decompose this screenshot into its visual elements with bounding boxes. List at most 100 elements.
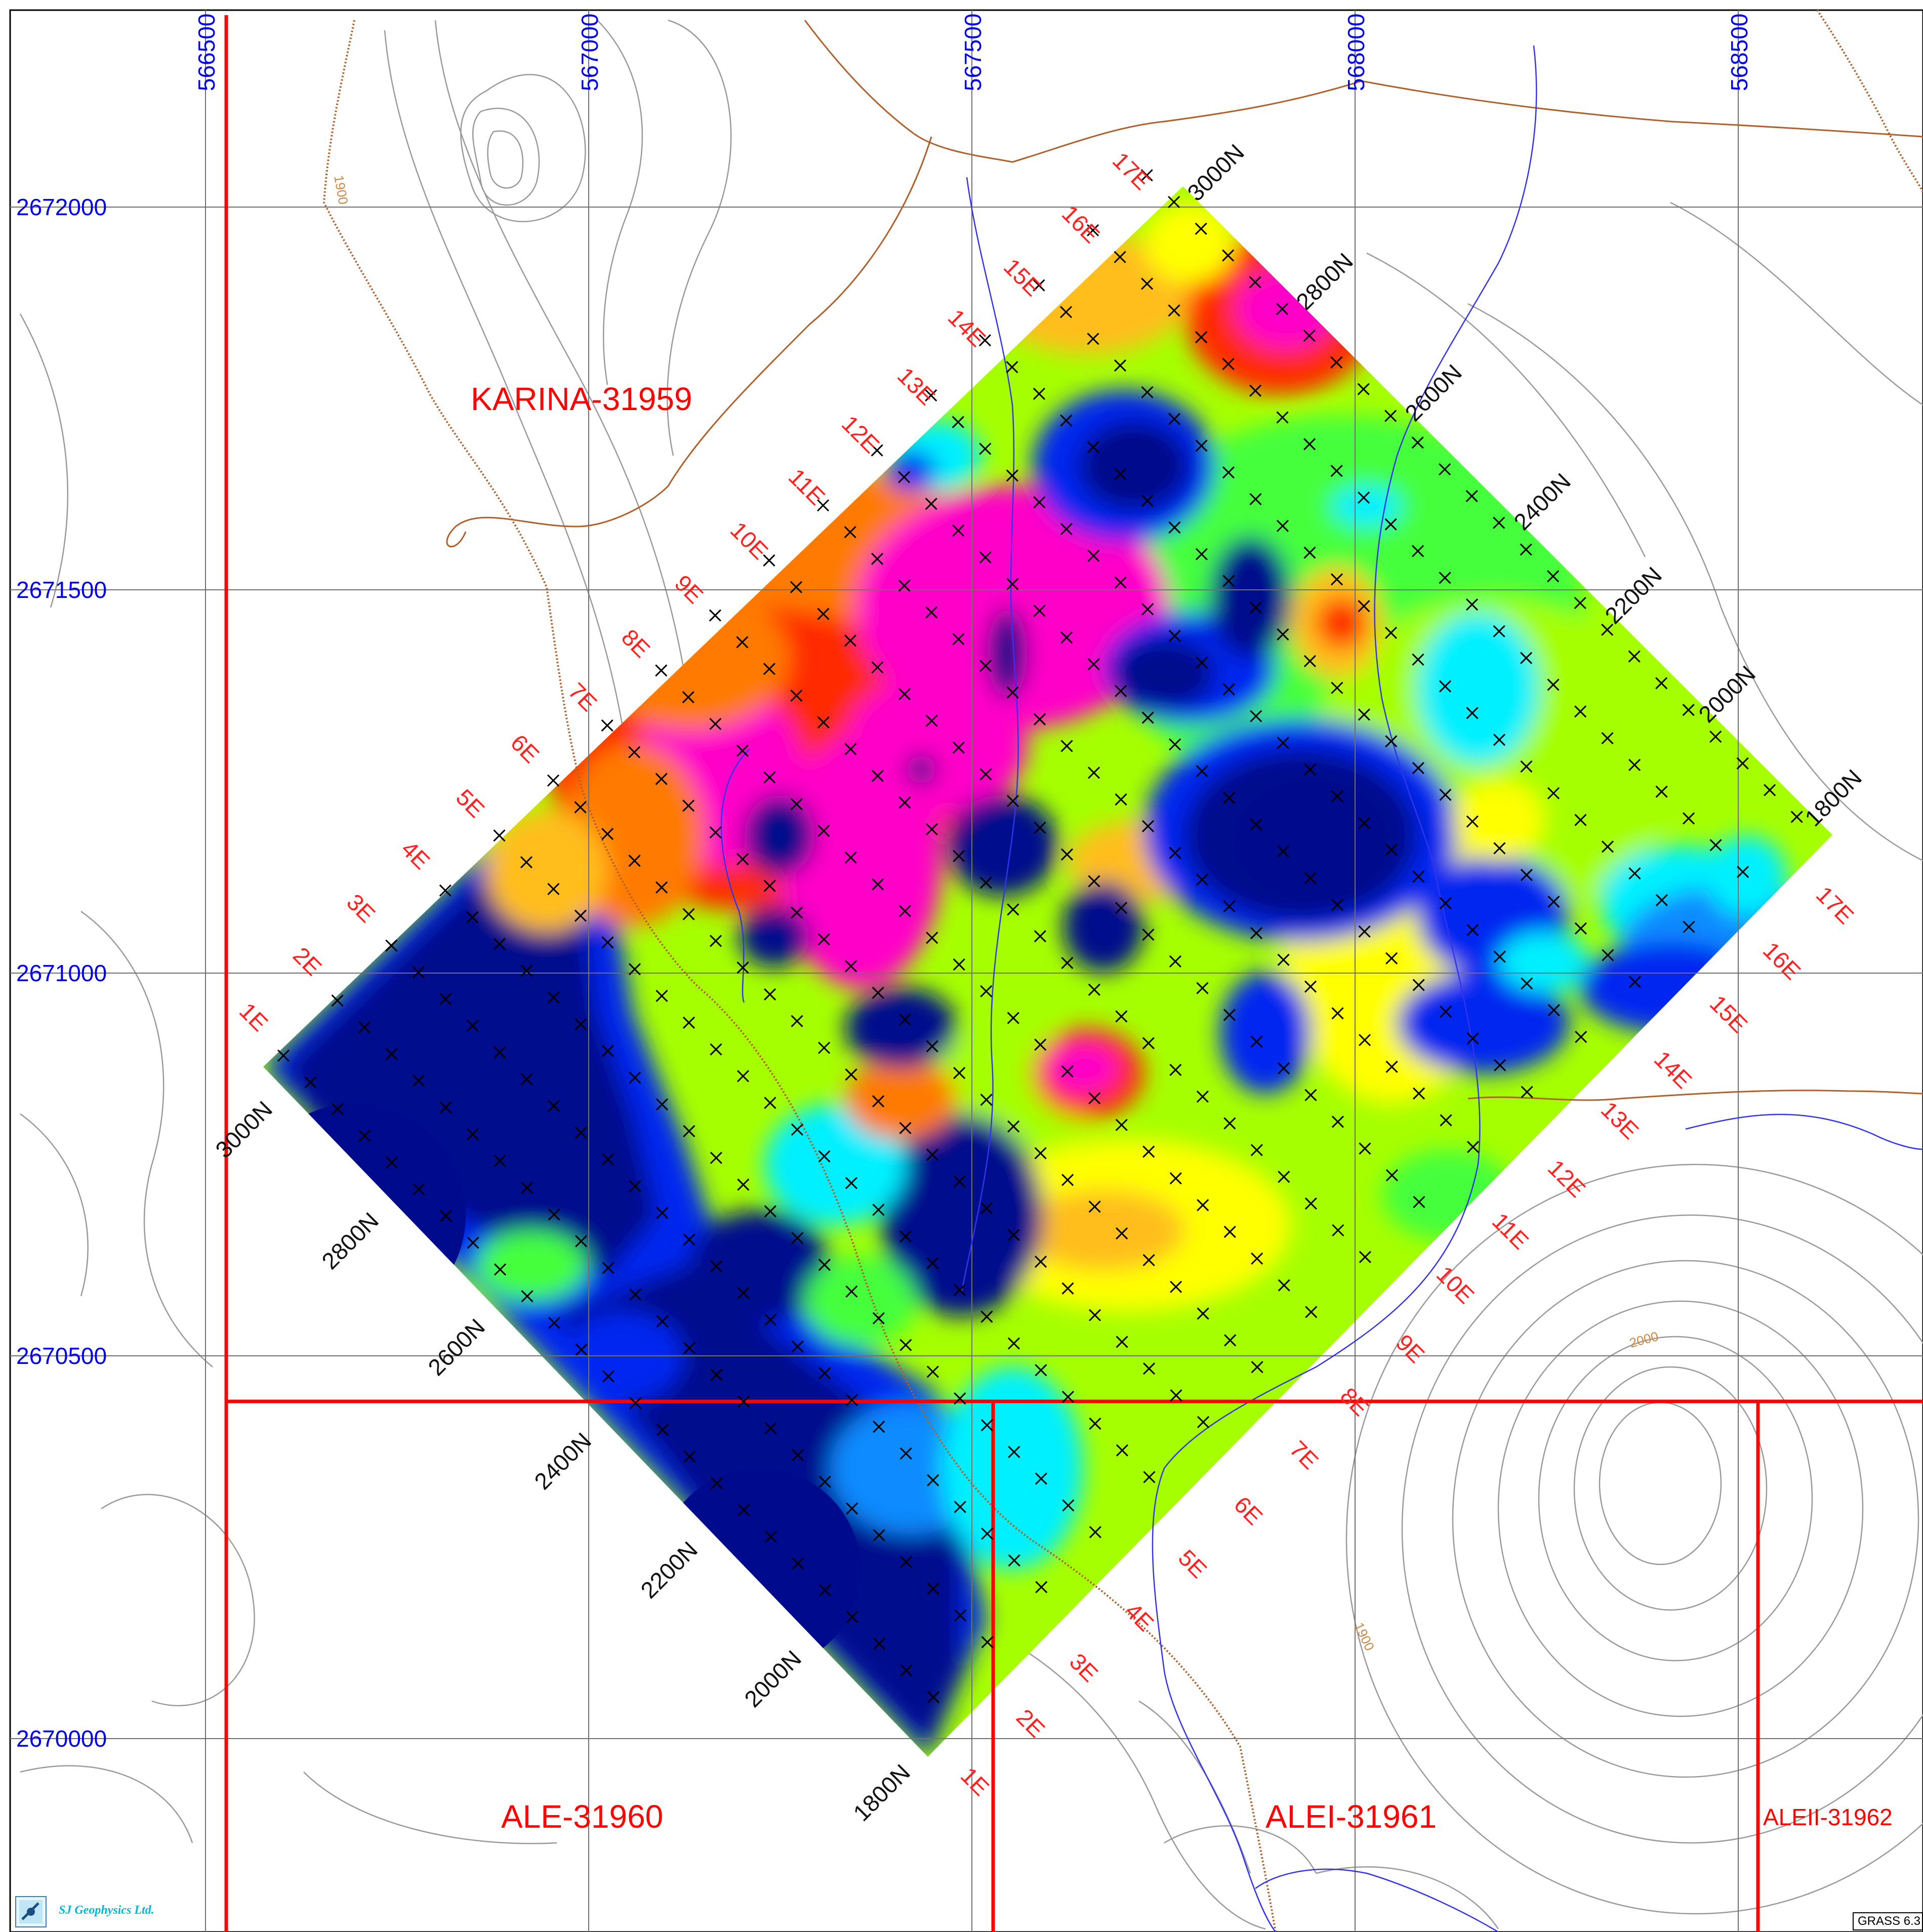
station-marker bbox=[439, 993, 452, 1005]
station-marker bbox=[1141, 494, 1154, 507]
line-label: 2E bbox=[1011, 1704, 1050, 1743]
station-marker bbox=[1628, 867, 1641, 880]
station-marker bbox=[1709, 730, 1722, 743]
station-marker bbox=[1114, 576, 1127, 589]
station-marker bbox=[980, 1310, 993, 1323]
station-marker bbox=[656, 1315, 669, 1327]
station-marker bbox=[1385, 1060, 1398, 1073]
station-marker bbox=[979, 659, 992, 672]
station-marker bbox=[1303, 438, 1316, 451]
station-marker bbox=[764, 1531, 778, 1543]
station-marker bbox=[548, 1316, 561, 1330]
station-label: 3000N bbox=[1182, 139, 1249, 206]
station-marker bbox=[385, 1156, 398, 1169]
station-marker bbox=[1304, 872, 1317, 884]
station-marker bbox=[979, 551, 992, 564]
line-label: 1E bbox=[234, 997, 273, 1036]
station-marker bbox=[1764, 784, 1776, 796]
station-marker bbox=[844, 851, 857, 864]
station-marker bbox=[1251, 1361, 1263, 1374]
line-label: 9E bbox=[670, 570, 709, 609]
station-marker bbox=[981, 1527, 994, 1540]
station-marker bbox=[1033, 496, 1046, 509]
contour-label: 2000 bbox=[1628, 1329, 1660, 1351]
station-marker bbox=[763, 771, 776, 784]
station-marker bbox=[709, 717, 722, 730]
station-marker bbox=[1331, 790, 1343, 802]
station-marker bbox=[1304, 980, 1317, 993]
station-marker bbox=[1601, 623, 1614, 636]
station-marker bbox=[1331, 1115, 1344, 1128]
station-marker bbox=[979, 768, 992, 781]
station-marker bbox=[1006, 686, 1019, 699]
station-marker bbox=[1358, 491, 1370, 504]
station-marker bbox=[980, 1202, 993, 1215]
station-marker bbox=[1683, 812, 1695, 825]
line-label: 6E bbox=[1229, 1491, 1268, 1530]
station-marker bbox=[1116, 1444, 1128, 1457]
station-marker bbox=[1655, 785, 1668, 798]
station-marker bbox=[1628, 758, 1641, 771]
station-marker bbox=[1602, 949, 1614, 961]
station-marker bbox=[1088, 1092, 1101, 1105]
station-marker bbox=[1305, 1306, 1318, 1318]
station-marker bbox=[655, 664, 668, 677]
station-marker bbox=[1520, 869, 1533, 881]
easting-label: 567500 bbox=[960, 14, 986, 92]
station-marker bbox=[1655, 894, 1668, 907]
station-marker bbox=[738, 1395, 750, 1408]
station-marker bbox=[655, 881, 668, 894]
station-marker bbox=[899, 1339, 912, 1351]
station-marker bbox=[927, 1474, 939, 1486]
station-marker bbox=[1440, 1114, 1452, 1126]
station-marker bbox=[1331, 681, 1343, 694]
station-marker bbox=[574, 909, 587, 922]
station-label: 2600N bbox=[1400, 359, 1467, 426]
station-marker bbox=[1222, 466, 1235, 479]
station-marker bbox=[385, 1048, 398, 1060]
station-marker bbox=[953, 850, 965, 862]
station-marker bbox=[1574, 814, 1587, 826]
station-marker bbox=[819, 1475, 831, 1488]
station-marker bbox=[1196, 873, 1209, 886]
station-marker bbox=[1412, 653, 1424, 666]
station-marker bbox=[1332, 1224, 1344, 1237]
station-marker bbox=[872, 1095, 885, 1108]
station-marker bbox=[1520, 652, 1533, 664]
station-marker bbox=[629, 1397, 642, 1410]
station-marker bbox=[764, 1205, 776, 1218]
station-marker bbox=[764, 1313, 777, 1326]
station-marker bbox=[1115, 793, 1127, 806]
station-marker bbox=[1142, 1037, 1155, 1050]
station-marker bbox=[1385, 1169, 1399, 1182]
station-marker bbox=[1168, 413, 1181, 425]
station-marker bbox=[575, 1343, 588, 1356]
station-marker bbox=[1195, 222, 1207, 235]
station-marker bbox=[1384, 626, 1398, 639]
station-marker bbox=[899, 1013, 912, 1026]
station-marker bbox=[1384, 410, 1397, 422]
station-label: 2600N bbox=[423, 1313, 490, 1381]
station-marker bbox=[1439, 897, 1452, 910]
station-marker bbox=[926, 1148, 939, 1161]
station-marker bbox=[1709, 839, 1722, 852]
station-marker bbox=[1089, 1417, 1101, 1430]
station-marker bbox=[871, 661, 884, 674]
station-marker bbox=[602, 1153, 615, 1166]
station-marker bbox=[601, 936, 614, 949]
station-marker bbox=[682, 799, 695, 812]
station-marker bbox=[1358, 1034, 1371, 1046]
station-marker bbox=[1007, 1120, 1020, 1133]
station-marker bbox=[790, 689, 803, 702]
station-marker bbox=[1140, 169, 1153, 182]
station-marker bbox=[439, 884, 452, 897]
station-marker bbox=[1034, 1147, 1047, 1159]
station-marker bbox=[1169, 847, 1181, 859]
station-marker bbox=[1251, 1252, 1263, 1265]
station-marker bbox=[1385, 843, 1398, 856]
line-label: 8E bbox=[1335, 1382, 1374, 1421]
station-marker bbox=[493, 938, 506, 950]
station-marker bbox=[1006, 795, 1019, 808]
northing-labels: 2672000 2671500 2671000 2670500 2670000 bbox=[16, 194, 107, 1752]
claim-label: ALE-31960 bbox=[501, 1798, 663, 1835]
